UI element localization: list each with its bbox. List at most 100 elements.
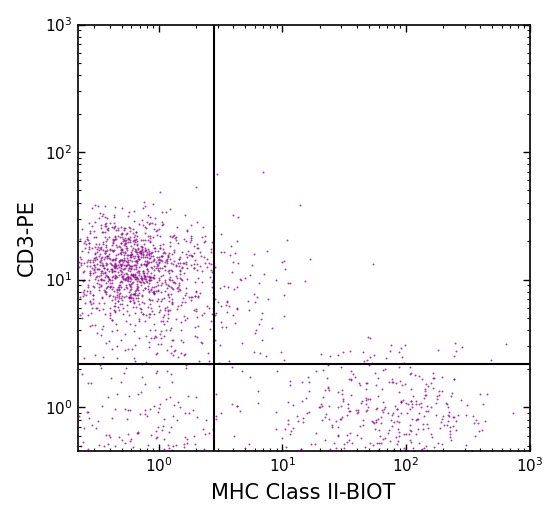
Point bbox=[129, 290, 138, 298]
Point bbox=[77, 258, 86, 267]
Point bbox=[109, 262, 118, 270]
Point bbox=[167, 369, 176, 378]
Point bbox=[126, 250, 135, 258]
Point bbox=[158, 249, 167, 257]
Point bbox=[103, 283, 112, 291]
Point bbox=[120, 284, 129, 293]
Point bbox=[245, 306, 254, 315]
Point bbox=[418, 425, 427, 433]
Point bbox=[158, 240, 167, 248]
Point bbox=[113, 273, 122, 281]
Point bbox=[255, 320, 264, 329]
Point bbox=[501, 340, 510, 348]
Point bbox=[472, 416, 480, 424]
Point bbox=[110, 222, 119, 230]
Point bbox=[143, 285, 152, 293]
Point bbox=[88, 421, 97, 429]
Point bbox=[374, 392, 382, 400]
Point bbox=[325, 445, 334, 453]
Point bbox=[110, 287, 119, 295]
Point bbox=[118, 204, 127, 213]
Point bbox=[113, 243, 122, 251]
Point bbox=[389, 446, 398, 454]
Point bbox=[423, 382, 432, 391]
Point bbox=[315, 403, 324, 411]
Point bbox=[448, 413, 457, 422]
Point bbox=[167, 250, 176, 258]
Point bbox=[115, 281, 124, 290]
Point bbox=[178, 264, 186, 272]
Point bbox=[131, 289, 140, 297]
Point bbox=[172, 274, 181, 282]
Point bbox=[116, 289, 125, 297]
Point bbox=[143, 303, 152, 311]
Point bbox=[97, 267, 106, 275]
Point bbox=[222, 298, 231, 306]
Point bbox=[102, 237, 111, 245]
Point bbox=[125, 320, 134, 328]
Point bbox=[80, 266, 88, 275]
Point bbox=[168, 267, 177, 275]
Point bbox=[117, 246, 126, 255]
Point bbox=[203, 263, 212, 271]
Point bbox=[93, 265, 102, 273]
Point bbox=[117, 277, 126, 285]
Point bbox=[387, 375, 396, 384]
Point bbox=[109, 211, 118, 219]
Point bbox=[351, 372, 360, 381]
Point bbox=[124, 272, 133, 281]
Point bbox=[123, 277, 132, 285]
Point bbox=[169, 231, 178, 239]
Point bbox=[168, 233, 177, 241]
Point bbox=[94, 417, 102, 425]
Point bbox=[186, 236, 195, 244]
Point bbox=[324, 361, 333, 370]
Point bbox=[76, 253, 85, 261]
Point bbox=[87, 308, 96, 317]
Point bbox=[114, 268, 123, 276]
Point bbox=[111, 254, 120, 263]
Point bbox=[124, 280, 133, 288]
Point bbox=[110, 235, 119, 243]
Point bbox=[137, 216, 146, 225]
Point bbox=[164, 251, 172, 259]
Point bbox=[400, 380, 409, 388]
Point bbox=[399, 359, 408, 368]
Point bbox=[445, 408, 454, 417]
Point bbox=[156, 334, 165, 342]
Point bbox=[163, 281, 172, 289]
Point bbox=[129, 236, 138, 244]
Point bbox=[384, 409, 393, 418]
Point bbox=[175, 255, 184, 263]
Point bbox=[470, 432, 479, 440]
Point bbox=[186, 296, 195, 304]
Point bbox=[126, 262, 135, 270]
Point bbox=[102, 259, 111, 267]
Point bbox=[133, 429, 142, 437]
Point bbox=[166, 255, 175, 263]
Point bbox=[272, 276, 281, 284]
Point bbox=[352, 406, 361, 414]
Point bbox=[114, 232, 123, 240]
Point bbox=[90, 261, 99, 269]
Point bbox=[204, 259, 213, 267]
Point bbox=[110, 274, 119, 282]
Point bbox=[82, 258, 91, 266]
Point bbox=[157, 251, 166, 259]
Point bbox=[115, 300, 124, 308]
Point bbox=[82, 262, 91, 270]
Point bbox=[75, 258, 84, 266]
Point bbox=[199, 252, 208, 261]
Point bbox=[96, 257, 105, 266]
Point bbox=[228, 268, 237, 276]
Point bbox=[316, 350, 325, 358]
Point bbox=[406, 405, 415, 413]
Point bbox=[155, 274, 164, 282]
Point bbox=[131, 286, 140, 294]
Point bbox=[165, 273, 174, 281]
Point bbox=[183, 438, 192, 447]
Point bbox=[117, 245, 126, 253]
Point bbox=[152, 332, 161, 341]
Point bbox=[442, 399, 451, 407]
Point bbox=[395, 348, 404, 356]
